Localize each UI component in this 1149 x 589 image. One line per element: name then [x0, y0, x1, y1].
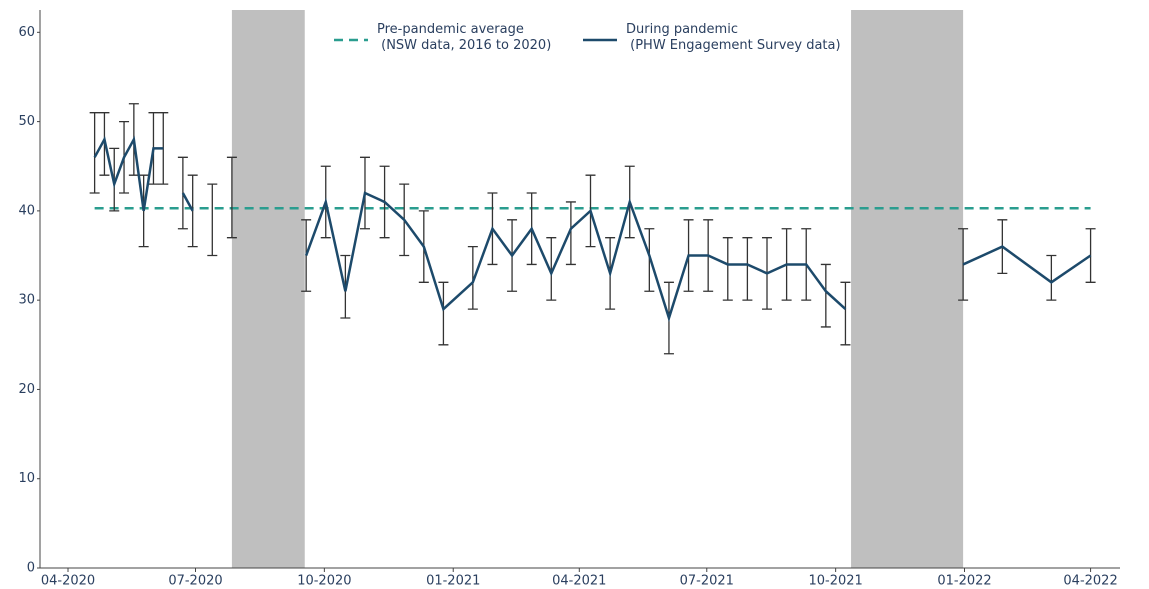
error-bar: [1085, 228, 1096, 283]
legend-label: Pre-pandemic average (NSW data, 2016 to …: [377, 22, 552, 53]
x-tick-label: 04-2022: [1063, 574, 1117, 589]
error-bar: [1046, 254, 1057, 301]
shaded-region: [231, 10, 305, 568]
error-bar: [226, 156, 237, 239]
x-tick-label: 07-2020: [168, 574, 222, 589]
y-tick-label: 20: [18, 382, 35, 397]
y-tick-label: 0: [27, 561, 35, 576]
x-tick-label: 10-2021: [808, 574, 862, 589]
error-bar: [742, 237, 753, 301]
x-tick-label: 04-2021: [552, 574, 606, 589]
error-bar: [438, 281, 449, 346]
data-line: [93, 135, 1092, 323]
error-bar: [565, 201, 576, 266]
y-tick-label: 10: [18, 471, 35, 486]
error-bar: [467, 245, 478, 310]
error-bar: [722, 237, 733, 301]
error-bar: [644, 228, 655, 292]
y-tick-label: 60: [18, 25, 35, 40]
error-bar: [207, 183, 218, 257]
x-tick-label: 01-2022: [937, 574, 991, 589]
error-bar: [840, 281, 851, 346]
legend-label: During pandemic (PHW Engagement Survey d…: [626, 22, 841, 53]
shaded-region: [851, 10, 964, 568]
x-tick-label: 01-2021: [426, 574, 480, 589]
y-tick-label: 40: [18, 203, 35, 218]
error-bar: [89, 112, 100, 194]
x-tick-label: 07-2021: [680, 574, 734, 589]
error-bar: [820, 263, 831, 328]
x-tick-label: 10-2020: [297, 574, 351, 589]
error-bar: [177, 156, 188, 230]
error-bar: [546, 237, 557, 301]
error-bar: [187, 174, 198, 248]
x-tick-label: 04-2020: [41, 574, 95, 589]
y-tick-label: 30: [18, 293, 35, 308]
y-tick-label: 50: [18, 114, 35, 129]
